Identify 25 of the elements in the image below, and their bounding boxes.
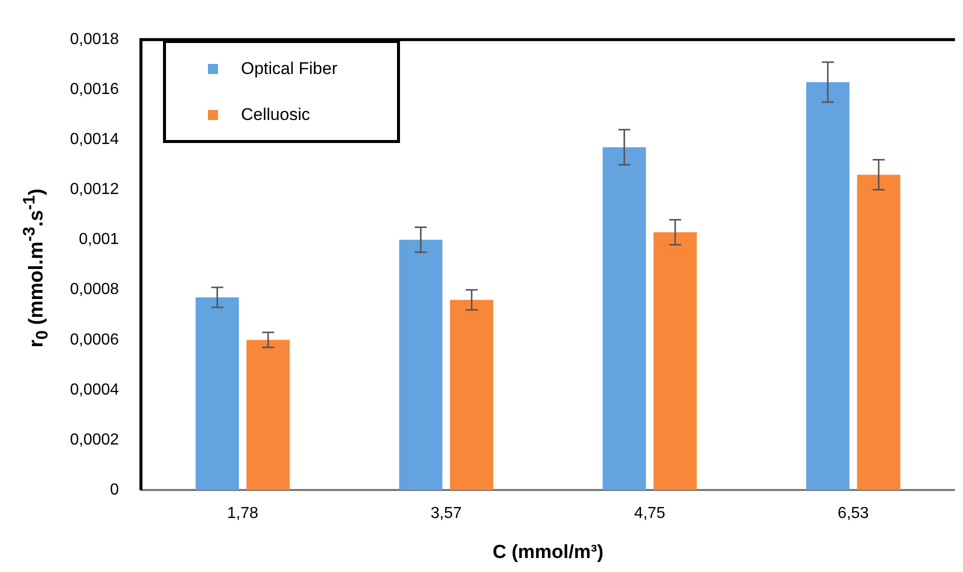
x-axis-title: C (mmol/m³) bbox=[492, 542, 604, 563]
bar bbox=[654, 232, 697, 490]
x-tick-label: 4,75 bbox=[634, 505, 666, 522]
legend-label: Celluosic bbox=[241, 104, 310, 124]
y-tick-label: 0,0002 bbox=[70, 431, 120, 448]
bar bbox=[196, 297, 239, 490]
y-tick-label: 0,0004 bbox=[70, 381, 120, 398]
legend-label: Optical Fiber bbox=[241, 58, 338, 78]
y-tick-label: 0,0018 bbox=[70, 31, 120, 48]
x-tick-label: 6,53 bbox=[838, 505, 869, 522]
y-tick-label: 0,0012 bbox=[70, 181, 120, 198]
bar bbox=[450, 300, 494, 490]
x-tick-label: 1,78 bbox=[227, 505, 258, 522]
bar bbox=[602, 147, 646, 490]
bar bbox=[246, 340, 290, 490]
y-tick-label: 0,001 bbox=[78, 231, 120, 248]
y-tick-label: 0,0014 bbox=[70, 131, 120, 148]
y-tick-label: 0 bbox=[110, 481, 120, 498]
y-tick-label: 0,0008 bbox=[70, 281, 120, 298]
x-tick-label: 3,57 bbox=[430, 505, 462, 522]
y-tick-label: 0,0016 bbox=[70, 81, 120, 98]
bar bbox=[399, 240, 442, 490]
y-tick-label: 0,0006 bbox=[70, 331, 120, 348]
bar bbox=[806, 82, 850, 490]
bar bbox=[857, 174, 900, 490]
